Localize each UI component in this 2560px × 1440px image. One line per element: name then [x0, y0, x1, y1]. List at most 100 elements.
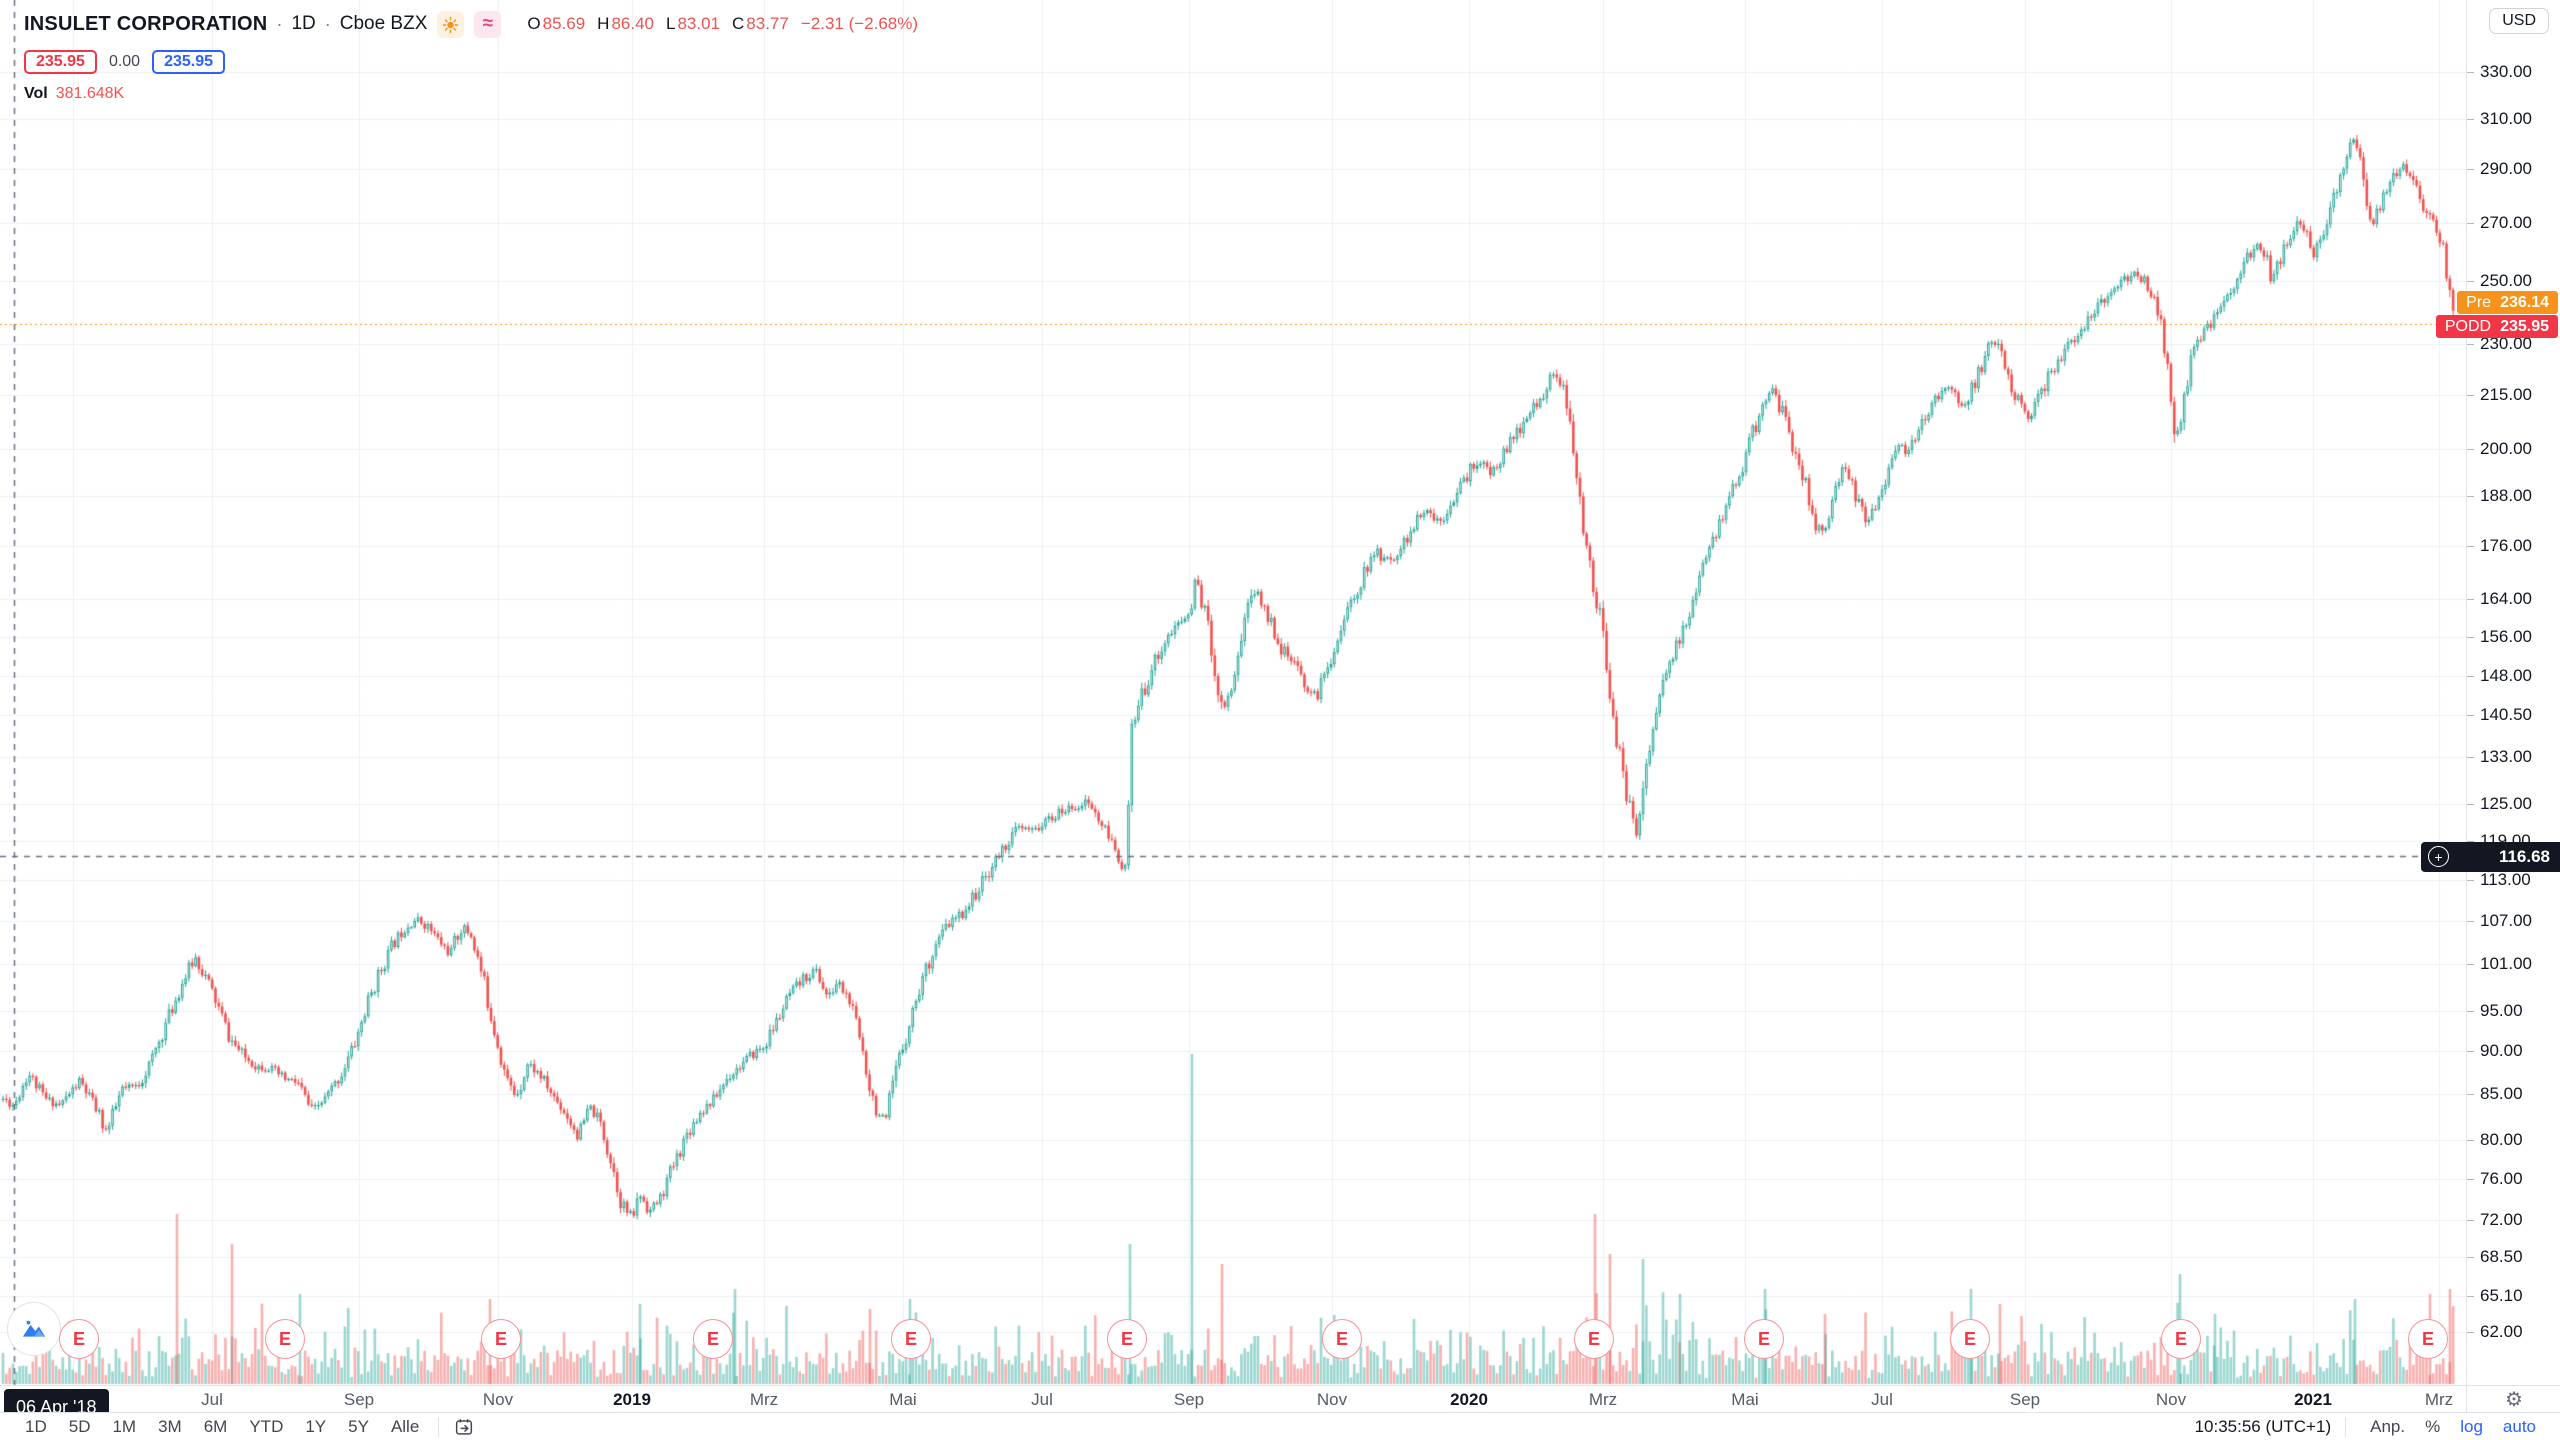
price-tick-label: 101.00: [2467, 954, 2532, 974]
price-tick-label: 125.00: [2467, 793, 2532, 813]
ohlc-readout: O 85.69 H 86.40 L 83.01 C 83.77 −2.31 (−2.68…: [527, 14, 918, 34]
time-tick-label: 2020: [1450, 1390, 1488, 1409]
earnings-marker[interactable]: E: [2161, 1319, 2201, 1359]
sell-price-button[interactable]: 235.95: [24, 50, 97, 74]
separator-dot: ·: [324, 13, 331, 34]
price-tick-label: 140.50: [2467, 705, 2532, 725]
price-tick-label: 113.00: [2467, 869, 2531, 889]
interval-label[interactable]: 1D: [291, 13, 316, 34]
toolbar-right-group: 10:35:56 (UTC+1) Anp. % log auto: [2195, 1417, 2560, 1437]
range-button-5d[interactable]: 5D: [58, 1414, 102, 1440]
earnings-marker[interactable]: E: [265, 1319, 305, 1359]
log-scale-button[interactable]: log: [2450, 1417, 2493, 1437]
currency-button[interactable]: USD: [2489, 8, 2549, 34]
adjust-data-button[interactable]: Anp.: [2360, 1417, 2415, 1437]
buy-price-button[interactable]: 235.95: [152, 50, 226, 74]
price-tick-label: 65.10: [2467, 1285, 2523, 1305]
price-tick-label: 95.00: [2467, 1000, 2523, 1020]
toolbar-divider: [438, 1417, 440, 1437]
range-button-alle[interactable]: Alle: [380, 1414, 430, 1440]
change-value: −2.31 (−2.68%): [800, 14, 919, 33]
earnings-marker[interactable]: E: [1322, 1319, 1362, 1359]
gear-icon[interactable]: ⚙: [2505, 1388, 2523, 1411]
price-tick-label: 133.00: [2467, 746, 2532, 766]
price-tick-label: 230.00: [2467, 333, 2532, 353]
range-button-ytd[interactable]: YTD: [238, 1414, 294, 1440]
spread-value: 0.00: [108, 53, 141, 70]
price-axis[interactable]: USD 330.00 310.00 290.00 270.00 250.00 230.00…: [2466, 0, 2560, 1385]
toolbar-divider: [2345, 1417, 2347, 1437]
clock-readout[interactable]: 10:35:56 (UTC+1): [2194, 1417, 2332, 1436]
time-tick-label: Jul: [1871, 1390, 1893, 1409]
premarket-sun-icon: [437, 10, 465, 38]
time-tick-label: 2021: [2294, 1390, 2332, 1409]
bottom-toolbar: 1D 5D 1M 3M 6M YTD 1Y 5Y Alle 10:35:56 (UTC+1) A…: [0, 1412, 2560, 1440]
earnings-marker[interactable]: E: [1744, 1319, 1784, 1359]
price-tick-label: 76.00: [2467, 1168, 2523, 1188]
symbol-title[interactable]: INSULET CORPORATION: [24, 12, 268, 35]
price-tick-label: 62.00: [2467, 1322, 2523, 1342]
approx-data-icon: ≈: [474, 10, 502, 38]
range-button-5y[interactable]: 5Y: [337, 1414, 380, 1440]
goto-date-button[interactable]: [447, 1414, 481, 1440]
price-tick-label: 68.50: [2467, 1247, 2523, 1267]
price-tick-label: 85.00: [2467, 1084, 2523, 1104]
price-tick-label: 148.00: [2467, 666, 2532, 686]
time-tick-label: Nov: [482, 1390, 514, 1409]
price-tick-label: 80.00: [2467, 1130, 2523, 1150]
price-tick-label: 200.00: [2467, 439, 2532, 459]
close-label: C: [732, 14, 745, 33]
last-pill-value: 235.95: [2500, 317, 2549, 335]
earnings-marker[interactable]: E: [1950, 1319, 1990, 1359]
last-pill-symbol: PODD: [2444, 317, 2492, 335]
earnings-marker[interactable]: E: [891, 1319, 931, 1359]
earnings-marker[interactable]: E: [1574, 1319, 1614, 1359]
low-value: 83.01: [677, 14, 721, 33]
premarket-pill-name: Pre: [2466, 293, 2492, 311]
earnings-marker[interactable]: E: [1107, 1319, 1147, 1359]
crosshair-price-label: + 116.68: [2421, 841, 2560, 872]
auto-scale-button[interactable]: auto: [2493, 1417, 2546, 1437]
volume-value: 381.648K: [55, 85, 125, 102]
time-tick-label: Nov: [2155, 1390, 2187, 1409]
earnings-marker[interactable]: E: [2408, 1319, 2448, 1359]
crosshair-price-value: 116.68: [2498, 846, 2550, 866]
axis-settings-cell[interactable]: ⚙: [2466, 1386, 2560, 1413]
exchange-label[interactable]: Cboe BZX: [339, 13, 428, 34]
time-tick-label: Mrz: [1588, 1390, 1618, 1409]
time-tick-label: Sep: [343, 1390, 375, 1409]
range-button-1y[interactable]: 1Y: [294, 1414, 337, 1440]
price-tick-label: 290.00: [2467, 159, 2532, 179]
time-tick-label: Nov: [1316, 1390, 1348, 1409]
earnings-marker[interactable]: E: [693, 1319, 733, 1359]
open-label: O: [527, 14, 541, 33]
range-button-1d[interactable]: 1D: [14, 1414, 58, 1440]
price-tick-label: 72.00: [2467, 1209, 2523, 1229]
price-tick-label: 90.00: [2467, 1041, 2523, 1061]
earnings-marker[interactable]: E: [481, 1319, 521, 1359]
percent-scale-button[interactable]: %: [2415, 1417, 2450, 1437]
range-button-1m[interactable]: 1M: [101, 1414, 147, 1440]
low-label: L: [666, 14, 676, 33]
volume-label[interactable]: Vol: [24, 85, 48, 102]
time-tick-label: Mrz: [2424, 1390, 2454, 1409]
range-button-3m[interactable]: 3M: [147, 1414, 193, 1440]
price-tick-label: 215.00: [2467, 384, 2532, 404]
price-tick-label: 188.00: [2467, 485, 2532, 505]
earnings-marker[interactable]: E: [59, 1319, 99, 1359]
tradingview-mountain-icon[interactable]: [7, 1302, 61, 1356]
price-tick-label: 310.00: [2467, 108, 2532, 128]
add-alert-plus-icon[interactable]: +: [2428, 846, 2449, 867]
premarket-pill-value: 236.14: [2500, 293, 2549, 311]
range-button-group: 1D 5D 1M 3M 6M YTD 1Y 5Y Alle: [0, 1414, 430, 1440]
time-tick-label: Jul: [201, 1390, 223, 1409]
range-button-6m[interactable]: 6M: [193, 1414, 239, 1440]
price-tick-label: 176.00: [2467, 535, 2532, 555]
price-tick-label: 156.00: [2467, 626, 2532, 646]
time-axis[interactable]: ⚙ Jul Sep Nov 2019 Mrz Mai Jul Sep Nov 2020 Mrz Mai…: [0, 1385, 2560, 1413]
open-value: 85.69: [542, 14, 586, 33]
time-tick-label: Mrz: [749, 1390, 779, 1409]
price-tick-label: 270.00: [2467, 212, 2532, 232]
time-tick-label: 2019: [613, 1390, 651, 1409]
